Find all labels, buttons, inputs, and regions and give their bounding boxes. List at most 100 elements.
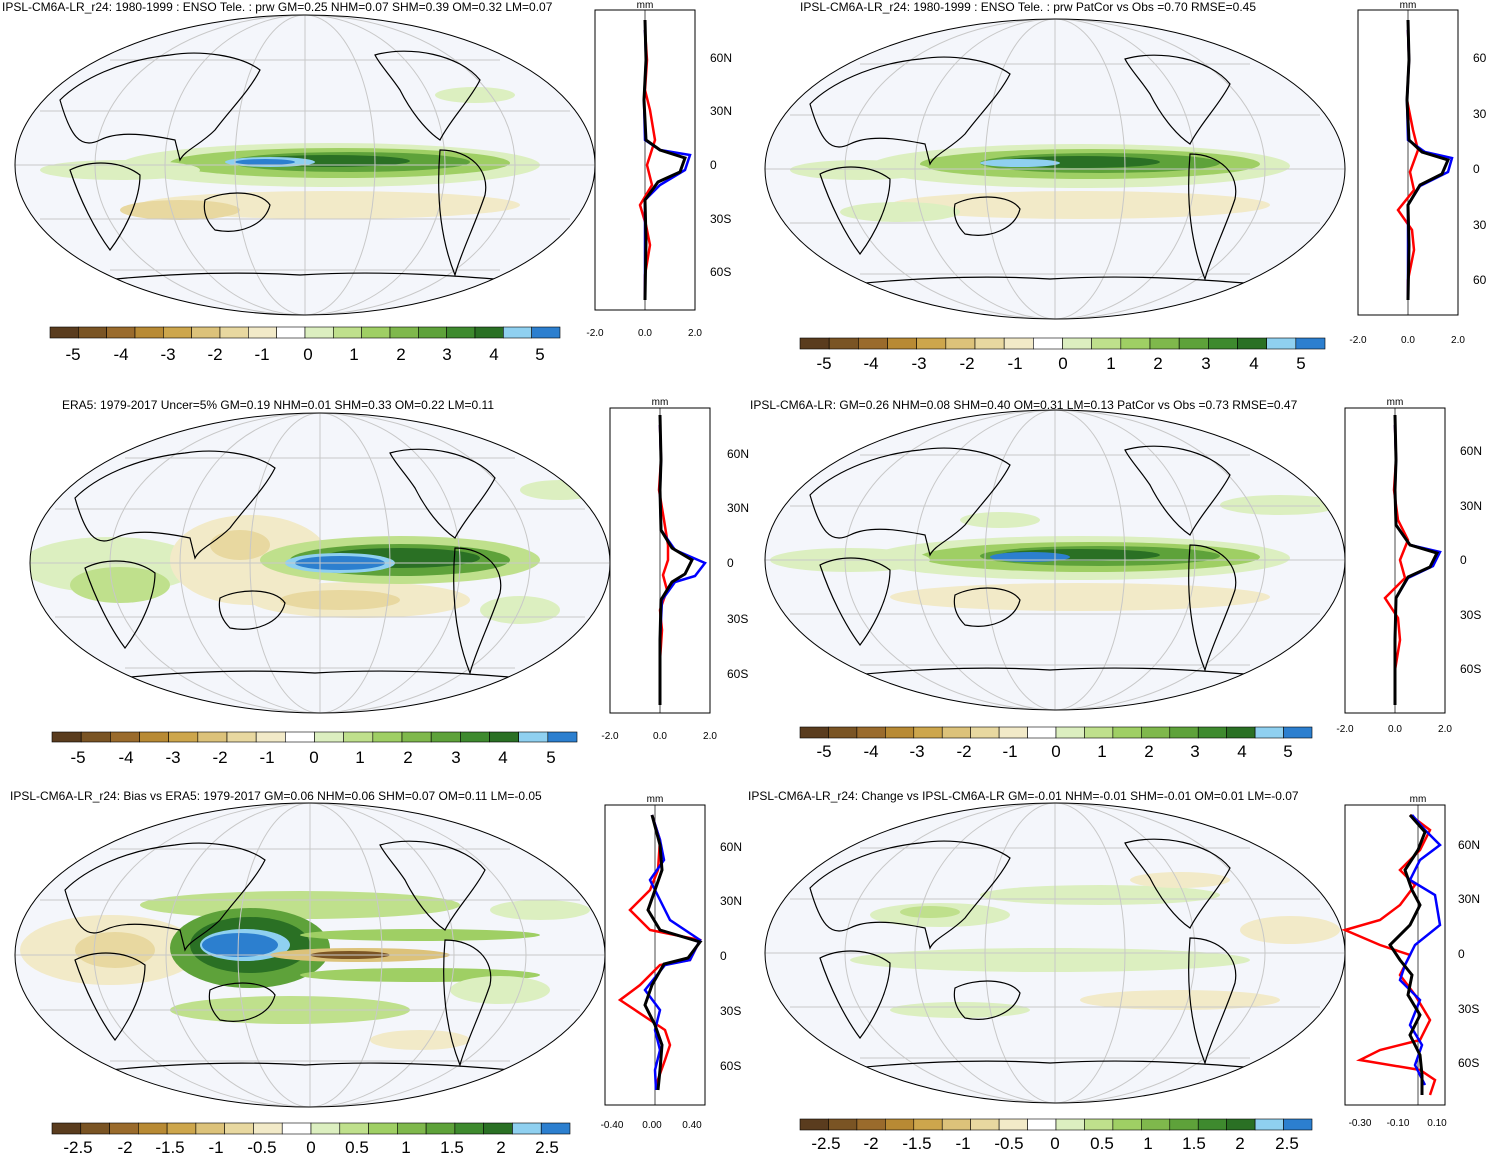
colorbar-swatch [518, 731, 549, 743]
panel-1-cb-label-6: 1 [349, 345, 358, 364]
panel-4-cb-label-1: -4 [863, 742, 878, 761]
colorbar-swatch [828, 726, 858, 739]
colorbar-swatch [224, 1122, 254, 1135]
panel-1-cb-label-2: -3 [160, 345, 175, 364]
panel-4-xtick-0: -2.0 [1336, 724, 1354, 735]
panel-5-xtick-2: 0.40 [682, 1120, 702, 1131]
panel-1: IPSL-CM6A-LR_r24: 1980-1999 : ENSO Tele.… [2, 0, 732, 364]
panel-5-map [14, 802, 606, 1108]
panel-1-zonal-plot: mm 60N 30N 0 30S 60S -2.0 0.0 2.0 [586, 0, 732, 339]
panel-1-lat-30N: 30N [710, 104, 732, 118]
panel-3-cb-label-7: 2 [403, 748, 412, 767]
colorbar-swatch [1141, 1118, 1171, 1131]
panel-6-xtick-1: -0.10 [1387, 1118, 1410, 1129]
panel-4-zonal-plot: mm 60N 30N 0 30S 60S -2.0 0.0 2.0 [1336, 397, 1482, 735]
panel-4-xtick-2: 2.0 [1438, 724, 1452, 735]
panel-2-zonal-unit: mm [1400, 0, 1417, 11]
panel-4: IPSL-CM6A-LR: GM=0.26 NHM=0.08 SHM=0.40 … [750, 397, 1482, 761]
colorbar-swatch [1055, 726, 1085, 739]
panel-5-field [20, 891, 590, 1050]
panel-2-title: IPSL-CM6A-LR_r24: 1980-1999 : ENSO Tele.… [800, 0, 1256, 14]
colorbar-swatch [1178, 337, 1209, 350]
panel-5-cb-label-2: -1.5 [155, 1138, 184, 1156]
panel-6-lat-0: 0 [1458, 947, 1465, 961]
panel-5-cb-label-1: -2 [117, 1138, 132, 1156]
colorbar-swatch [1084, 726, 1114, 739]
colorbar-swatch [314, 731, 344, 743]
colorbar-swatch [540, 1122, 571, 1135]
colorbar-swatch [460, 731, 490, 743]
colorbar-swatch [1226, 1118, 1256, 1131]
colorbar-swatch [1062, 337, 1092, 350]
panel-5-title: IPSL-CM6A-LR_r24: Bias vs ERA5: 1979-201… [10, 789, 542, 803]
panel-2-colorbar-labels: -5 -4 -3 -2 -1 0 1 2 3 4 5 [816, 354, 1305, 373]
panel-1-xtick-0: -2.0 [586, 328, 604, 339]
colorbar-swatch [970, 726, 1000, 739]
panel-6-cb-label-5: 0 [1050, 1134, 1059, 1153]
panel-1-coastlines [59, 50, 561, 286]
colorbar-swatch [1226, 726, 1256, 739]
colorbar-swatch [885, 726, 915, 739]
colorbar-swatch [166, 1122, 197, 1135]
panel-3-zonal-unit: mm [652, 397, 669, 408]
panel-5-colorbar [51, 1122, 571, 1135]
colorbar-swatch [503, 326, 532, 339]
colorbar-swatch [887, 337, 917, 350]
panel-4-lat-60S: 60S [1460, 662, 1481, 676]
colorbar-swatch [1120, 337, 1151, 350]
panel-5-lat-0: 0 [720, 949, 727, 963]
colorbar-swatch [474, 326, 504, 339]
colorbar-swatch [281, 1122, 312, 1135]
panel-5-colorbar-labels: -2.5 -2 -1.5 -1 -0.5 0 0.5 1 1.5 2 2.5 [63, 1138, 558, 1156]
colorbar-swatch [49, 326, 79, 339]
panel-1-title: IPSL-CM6A-LR_r24: 1980-1999 : ENSO Tele.… [2, 0, 553, 14]
panel-3-cb-label-6: 1 [355, 748, 364, 767]
colorbar-swatch [304, 326, 334, 339]
panel-2-cb-label-10: 5 [1296, 354, 1305, 373]
colorbar-swatch [248, 326, 277, 339]
panel-3-lat-60S: 60S [727, 667, 748, 681]
colorbar-swatch [106, 326, 136, 339]
panel-2-cb-label-9: 4 [1249, 354, 1258, 373]
panel-5: IPSL-CM6A-LR_r24: Bias vs ERA5: 1979-201… [10, 789, 742, 1156]
colorbar-swatch [799, 337, 830, 350]
panel-5-cb-label-6: 0.5 [345, 1138, 369, 1156]
colorbar-swatch [828, 1118, 858, 1131]
panel-5-cb-label-4: -0.5 [247, 1138, 276, 1156]
panel-5-lat-60S: 60S [720, 1059, 741, 1073]
panel-6-cb-label-0: -2.5 [811, 1134, 840, 1153]
panel-2-graticule [765, 19, 1345, 319]
panel-1-graticule [15, 15, 595, 315]
colorbar-swatch [1197, 1118, 1227, 1131]
panel-6-zonal-red [1341, 814, 1437, 1096]
panel-3-xtick-0: -2.0 [601, 731, 619, 742]
colorbar-swatch [998, 1118, 1028, 1131]
panel-3-colorbar-labels: -5 -4 -3 -2 -1 0 1 2 3 4 5 [70, 748, 555, 767]
colorbar-swatch [531, 326, 561, 339]
panel-3-cb-label-2: -3 [165, 748, 180, 767]
panel-3-lat-0: 0 [727, 556, 734, 570]
panel-4-cb-label-10: 5 [1283, 742, 1292, 761]
panel-6-lat-30S: 30S [1458, 1002, 1479, 1016]
colorbar-swatch [974, 337, 1005, 350]
panel-3-map [29, 412, 611, 714]
panel-6-cb-label-8: 1.5 [1182, 1134, 1206, 1153]
panel-1-lat-60N: 60N [710, 51, 732, 65]
colorbar-swatch [80, 731, 111, 743]
panel-1-zonal-black [642, 19, 687, 301]
panel-2-lat-0: 0 [1473, 162, 1480, 176]
panel-6-graticule [765, 803, 1345, 1103]
panel-6-xtick-0: -0.30 [1349, 1118, 1372, 1129]
colorbar-swatch [51, 731, 82, 743]
colorbar-swatch [310, 1122, 341, 1135]
panel-1-lat-30S: 30S [710, 212, 731, 226]
panel-1-colorbar [49, 326, 561, 339]
colorbar-swatch [945, 337, 976, 350]
colorbar-swatch [454, 1122, 484, 1135]
colorbar-swatch [51, 1122, 82, 1135]
panel-3-cb-label-5: 0 [309, 748, 318, 767]
panel-2-lat-60S: 60 [1473, 273, 1487, 287]
panel-2-zonal-plot: mm 60 30 0 30 60 -2.0 0.0 2.0 [1349, 0, 1486, 346]
colorbar-swatch [1197, 726, 1227, 739]
panel-5-cb-label-8: 1.5 [440, 1138, 464, 1156]
